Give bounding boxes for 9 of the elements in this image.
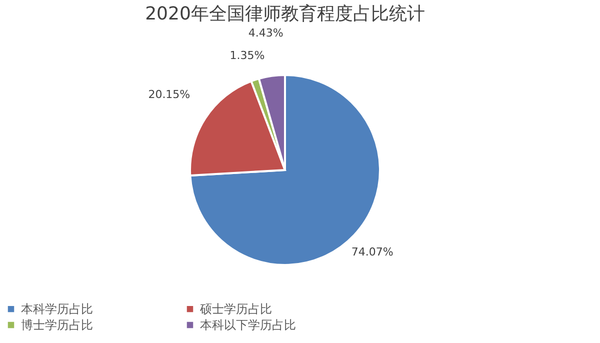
legend-label: 博士学历占比 <box>21 318 93 332</box>
data-label: 1.35% <box>230 49 265 62</box>
legend-label: 硕士学历占比 <box>199 302 272 316</box>
data-label: 20.15% <box>148 88 190 101</box>
data-label: 74.07% <box>351 245 394 258</box>
chart-title: 2020年全国律师教育程度占比统计 <box>145 3 425 24</box>
legend-label: 本科学历占比 <box>21 302 93 316</box>
data-label: 4.43% <box>248 26 284 40</box>
legend-label: 本科以下学历占比 <box>200 318 296 332</box>
